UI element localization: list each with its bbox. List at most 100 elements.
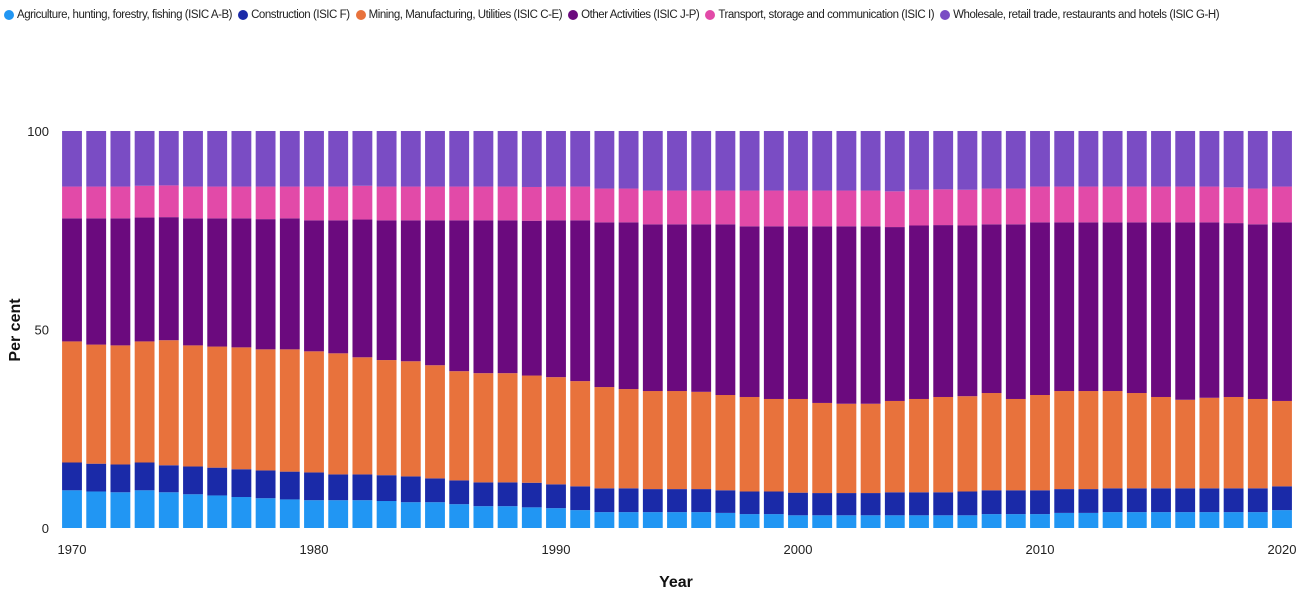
bar-segment[interactable] [1078,489,1099,513]
bar-segment[interactable] [812,515,833,528]
bar-segment[interactable] [884,400,905,493]
bar-segment[interactable] [618,389,639,489]
bar-segment[interactable] [1005,188,1026,225]
bar-segment[interactable] [183,218,203,346]
bar-segment[interactable] [183,131,203,187]
bar-segment[interactable] [158,340,179,466]
bar-segment[interactable] [667,224,687,392]
bar-segment[interactable] [763,190,784,227]
bar-segment[interactable] [860,493,881,516]
bar-segment[interactable] [642,391,663,490]
bar-segment[interactable] [957,131,978,190]
bar-segment[interactable] [497,482,518,507]
bar-segment[interactable] [618,188,639,223]
bar-segment[interactable] [1126,222,1147,394]
bar-segment[interactable] [134,462,155,491]
bar-segment[interactable] [521,186,542,221]
bar-segment[interactable] [207,218,228,347]
bar-segment[interactable] [812,190,833,227]
bar-segment[interactable] [981,514,1002,528]
bar-segment[interactable] [1199,131,1220,187]
bar-segment[interactable] [1151,512,1171,528]
bar-segment[interactable] [1199,397,1220,489]
bar-segment[interactable] [1175,222,1196,400]
bar-segment[interactable] [255,498,276,528]
bar-segment[interactable] [231,469,252,498]
bar-segment[interactable] [642,190,663,225]
bar-segment[interactable] [328,500,349,528]
bar-segment[interactable] [933,515,954,528]
bar-segment[interactable] [328,353,349,475]
bar-segment[interactable] [1247,131,1268,189]
bar-segment[interactable] [449,480,470,505]
bar-segment[interactable] [981,224,1002,394]
bar-segment[interactable] [642,512,663,528]
bar-segment[interactable] [715,131,736,191]
bar-segment[interactable] [449,186,470,221]
bar-segment[interactable] [1054,222,1075,392]
bar-segment[interactable] [570,381,591,487]
bar-segment[interactable] [1102,391,1123,489]
bar-segment[interactable] [667,190,687,225]
bar-segment[interactable] [1223,131,1244,188]
bar-segment[interactable] [110,345,131,465]
bar-segment[interactable] [1054,391,1075,490]
bar-segment[interactable] [909,189,929,226]
bar-segment[interactable] [642,489,663,513]
bar-segment[interactable] [62,341,82,463]
bar-segment[interactable] [376,186,397,221]
bar-segment[interactable] [570,186,591,221]
bar-segment[interactable] [400,502,421,528]
bar-segment[interactable] [1102,222,1123,392]
bar-segment[interactable] [546,377,566,485]
bar-segment[interactable] [715,395,736,491]
bar-segment[interactable] [231,347,252,470]
bar-segment[interactable] [667,391,687,490]
bar-segment[interactable] [860,190,881,227]
bar-segment[interactable] [933,396,954,493]
bar-segment[interactable] [304,351,324,473]
bar-segment[interactable] [207,346,228,468]
bar-segment[interactable] [110,218,131,346]
bar-segment[interactable] [933,131,954,190]
bar-segment[interactable] [642,131,663,191]
bar-segment[interactable] [1199,186,1220,223]
bar-segment[interactable] [981,490,1002,515]
bar-segment[interactable] [981,393,1002,491]
bar-segment[interactable] [618,488,639,513]
bar-segment[interactable] [497,220,518,374]
bar-segment[interactable] [1223,488,1244,513]
bar-segment[interactable] [1078,391,1099,490]
bar-segment[interactable] [981,131,1002,189]
bar-segment[interactable] [618,512,639,528]
bar-segment[interactable] [1175,488,1196,513]
bar-segment[interactable] [255,349,276,471]
bar-segment[interactable] [425,131,445,187]
bar-segment[interactable] [1054,489,1075,513]
bar-segment[interactable] [352,357,373,475]
bar-segment[interactable] [1030,514,1050,528]
bar-segment[interactable] [1175,399,1196,489]
bar-segment[interactable] [1005,131,1026,189]
bar-segment[interactable] [255,219,276,350]
bar-segment[interactable] [110,186,131,219]
bar-segment[interactable] [1247,188,1268,225]
bar-segment[interactable] [594,188,615,223]
bar-segment[interactable] [570,486,591,511]
legend-item[interactable]: Transport, storage and communication (IS… [705,9,935,21]
bar-segment[interactable] [62,490,82,528]
bar-segment[interactable] [836,493,857,516]
bar-segment[interactable] [884,492,905,516]
bar-segment[interactable] [1126,393,1147,489]
bar-segment[interactable] [1030,222,1050,395]
bar-segment[interactable] [691,512,712,528]
bar-segment[interactable] [812,493,833,516]
bar-segment[interactable] [352,131,373,186]
bar-segment[interactable] [1223,396,1244,489]
bar-segment[interactable] [642,224,663,392]
bar-segment[interactable] [546,186,566,221]
bar-segment[interactable] [521,482,542,508]
bar-segment[interactable] [183,466,203,495]
bar-segment[interactable] [1175,131,1196,187]
bar-segment[interactable] [521,220,542,376]
